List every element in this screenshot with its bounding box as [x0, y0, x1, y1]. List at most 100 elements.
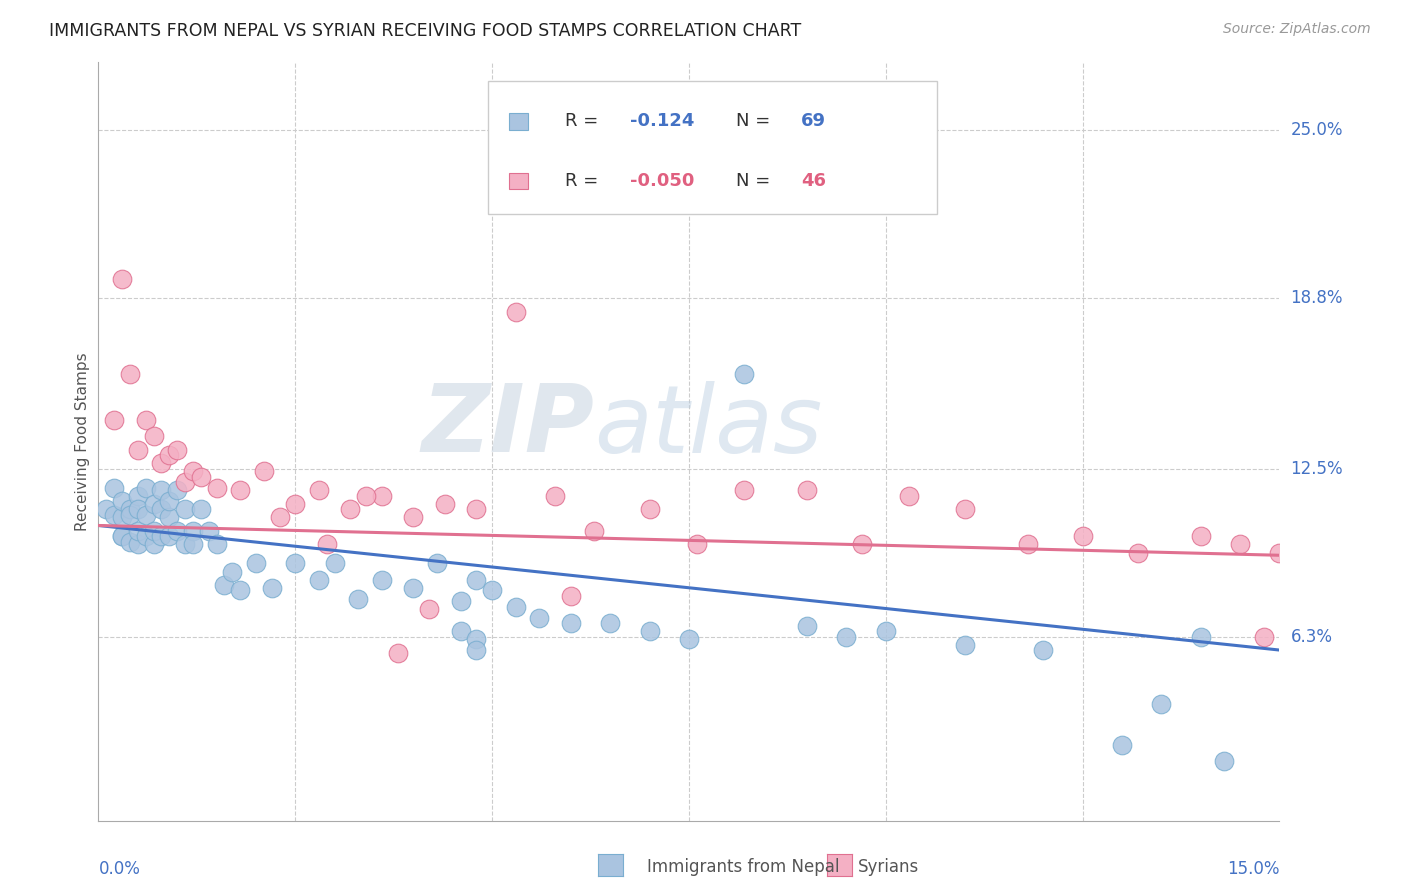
- Point: [465, 632, 488, 647]
- Point: [898, 489, 921, 503]
- Point: [418, 602, 440, 616]
- Point: [190, 469, 212, 483]
- Point: [796, 618, 818, 632]
- Point: [150, 529, 173, 543]
- Y-axis label: Receiving Food Stamps: Receiving Food Stamps: [75, 352, 90, 531]
- Point: [135, 413, 157, 427]
- Point: [118, 508, 141, 522]
- Point: [371, 573, 394, 587]
- Point: [1032, 643, 1054, 657]
- Point: [245, 557, 267, 571]
- Point: [465, 643, 488, 657]
- Text: -0.050: -0.050: [630, 172, 695, 190]
- Point: [402, 581, 425, 595]
- Point: [339, 502, 361, 516]
- Point: [284, 497, 307, 511]
- Point: [465, 573, 488, 587]
- Text: N =: N =: [737, 172, 776, 190]
- Point: [1017, 537, 1039, 551]
- Point: [402, 510, 425, 524]
- Point: [544, 489, 567, 503]
- Point: [638, 502, 661, 516]
- Point: [205, 537, 228, 551]
- Text: R =: R =: [565, 172, 605, 190]
- Point: [111, 510, 134, 524]
- Point: [387, 646, 409, 660]
- Text: ZIP: ZIP: [422, 380, 595, 473]
- Point: [505, 304, 527, 318]
- Point: [142, 537, 165, 551]
- Point: [166, 483, 188, 498]
- Point: [371, 489, 394, 503]
- Point: [166, 442, 188, 457]
- Text: 25.0%: 25.0%: [1291, 121, 1343, 139]
- Point: [150, 456, 173, 470]
- Text: IMMIGRANTS FROM NEPAL VS SYRIAN RECEIVING FOOD STAMPS CORRELATION CHART: IMMIGRANTS FROM NEPAL VS SYRIAN RECEIVIN…: [49, 22, 801, 40]
- FancyBboxPatch shape: [488, 81, 936, 214]
- Point: [229, 583, 252, 598]
- Point: [214, 578, 236, 592]
- Point: [851, 537, 873, 551]
- Point: [560, 589, 582, 603]
- Point: [135, 481, 157, 495]
- Point: [111, 494, 134, 508]
- Point: [1253, 630, 1275, 644]
- Point: [166, 524, 188, 538]
- FancyBboxPatch shape: [509, 172, 527, 189]
- Point: [481, 583, 503, 598]
- Text: 6.3%: 6.3%: [1291, 627, 1333, 646]
- Point: [354, 489, 377, 503]
- FancyBboxPatch shape: [509, 113, 527, 129]
- Point: [127, 442, 149, 457]
- Point: [599, 615, 621, 630]
- Point: [433, 497, 456, 511]
- Point: [1189, 529, 1212, 543]
- Text: 15.0%: 15.0%: [1227, 860, 1279, 878]
- Point: [181, 537, 204, 551]
- Point: [269, 510, 291, 524]
- Point: [181, 524, 204, 538]
- Point: [142, 524, 165, 538]
- Point: [953, 502, 976, 516]
- Point: [205, 481, 228, 495]
- Text: -0.124: -0.124: [630, 112, 695, 130]
- Point: [174, 475, 197, 490]
- Text: 46: 46: [801, 172, 827, 190]
- Point: [253, 464, 276, 478]
- Point: [835, 123, 858, 137]
- Point: [221, 565, 243, 579]
- Point: [1229, 537, 1251, 551]
- Point: [142, 429, 165, 443]
- Text: 12.5%: 12.5%: [1291, 459, 1343, 477]
- Point: [835, 630, 858, 644]
- Point: [450, 624, 472, 639]
- Point: [111, 272, 134, 286]
- Point: [583, 524, 606, 538]
- Point: [953, 638, 976, 652]
- Point: [638, 624, 661, 639]
- Point: [157, 510, 180, 524]
- Point: [284, 557, 307, 571]
- Point: [103, 508, 125, 522]
- Point: [1150, 697, 1173, 711]
- Point: [135, 529, 157, 543]
- Point: [875, 624, 897, 639]
- Point: [678, 632, 700, 647]
- Point: [174, 502, 197, 516]
- Point: [308, 573, 330, 587]
- Point: [118, 534, 141, 549]
- Point: [174, 537, 197, 551]
- Point: [1111, 738, 1133, 752]
- Point: [315, 537, 337, 551]
- Point: [111, 529, 134, 543]
- Text: Source: ZipAtlas.com: Source: ZipAtlas.com: [1223, 22, 1371, 37]
- Point: [1213, 754, 1236, 768]
- Point: [229, 483, 252, 498]
- Point: [118, 502, 141, 516]
- Point: [127, 537, 149, 551]
- Point: [157, 494, 180, 508]
- Point: [1126, 545, 1149, 559]
- Point: [1268, 545, 1291, 559]
- Text: Immigrants from Nepal: Immigrants from Nepal: [647, 858, 839, 876]
- Point: [733, 367, 755, 381]
